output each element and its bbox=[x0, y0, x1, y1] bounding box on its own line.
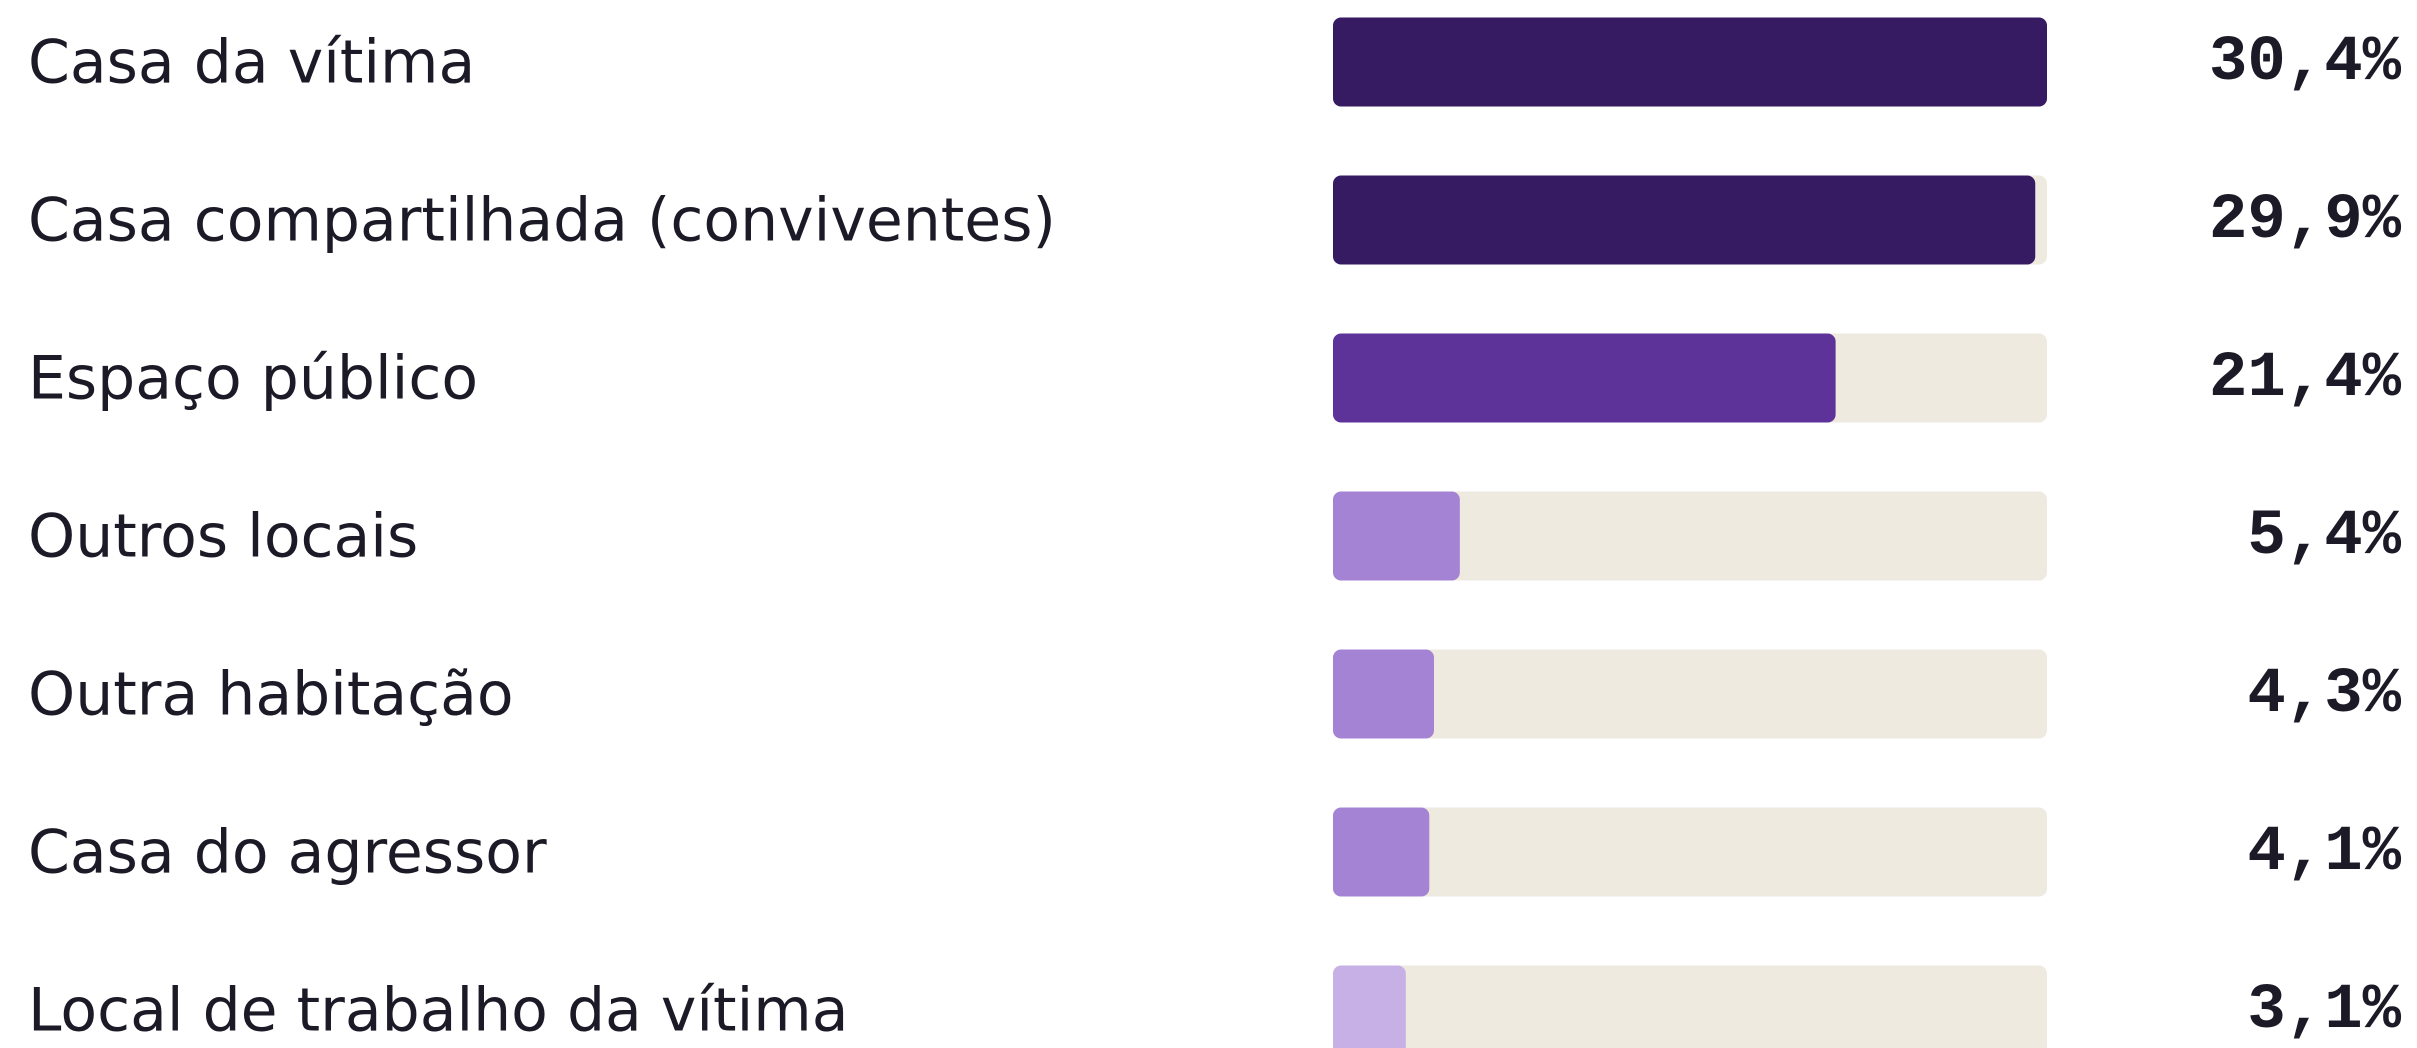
bar bbox=[1333, 17, 2047, 107]
value-label: 30,4% bbox=[2209, 27, 2402, 99]
value-label: 5,4% bbox=[2247, 501, 2401, 573]
value-label: 4,3% bbox=[2247, 659, 2401, 731]
value-label: 3,1% bbox=[2247, 975, 2401, 1047]
category-label: Local de trabalho da vítima bbox=[28, 976, 848, 1046]
bar-track bbox=[1333, 491, 2047, 581]
category-label: Casa compartilhada (conviventes) bbox=[28, 186, 1056, 256]
category-label: Espaço público bbox=[28, 344, 478, 414]
category-label: Outra habitação bbox=[28, 660, 514, 730]
bar-track bbox=[1333, 807, 2047, 897]
bar bbox=[1333, 807, 1430, 897]
bar bbox=[1333, 965, 1406, 1048]
value-label: 4,1% bbox=[2247, 817, 2401, 889]
category-label: Casa da vítima bbox=[28, 28, 475, 98]
bar-track bbox=[1333, 965, 2047, 1048]
category-label: Casa do agressor bbox=[28, 818, 547, 888]
category-label: Outros locais bbox=[28, 502, 418, 572]
bar bbox=[1333, 491, 1460, 581]
bar bbox=[1333, 175, 2036, 265]
value-label: 21,4% bbox=[2209, 343, 2402, 415]
value-label: 29,9% bbox=[2209, 185, 2402, 257]
bar bbox=[1333, 333, 1836, 423]
bar bbox=[1333, 649, 1434, 739]
bar-track bbox=[1333, 649, 2047, 739]
